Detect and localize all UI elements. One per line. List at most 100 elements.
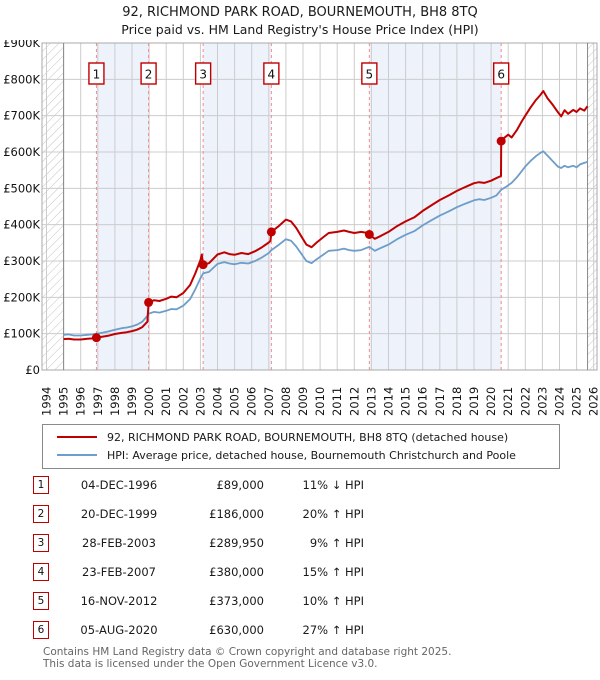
x-axis-label: 2005 bbox=[228, 387, 242, 416]
x-axis-label: 2009 bbox=[296, 387, 310, 416]
sale-vs-hpi: 20% ↑ HPI bbox=[302, 506, 364, 521]
legend-label-price: 92, RICHMOND PARK ROAD, BOURNEMOUTH, BH8… bbox=[107, 430, 509, 444]
sale-marker[interactable] bbox=[364, 229, 374, 239]
price-chart: 1 2 3 4 5 6 £900K £800K £700K £600K £500K £400K £300… bbox=[3, 40, 600, 416]
x-axis-label: 2010 bbox=[313, 387, 327, 416]
sale-row-number-box[interactable]: 1 bbox=[33, 475, 49, 494]
x-axis-label: 2015 bbox=[399, 387, 413, 416]
y-axis-label: £500K bbox=[3, 181, 40, 195]
sale-vs-hpi: 9% ↑ HPI bbox=[309, 535, 364, 550]
sale-vs-hpi: 10% ↑ HPI bbox=[302, 593, 364, 608]
sale-number-label: 2 bbox=[145, 68, 153, 82]
footer-line2: This data is licensed under the Open Gov… bbox=[43, 657, 378, 670]
sale-marker[interactable] bbox=[266, 227, 276, 237]
x-axis-label: 1996 bbox=[74, 387, 88, 416]
shaded-band bbox=[203, 43, 272, 370]
y-axis-label: £300K bbox=[3, 254, 40, 268]
y-axis-label: £700K bbox=[3, 109, 40, 123]
sale-row: 2 20-DEC-1999 £186,000 20% ↑ HPI bbox=[0, 499, 600, 528]
sale-date: 16-NOV-2012 bbox=[80, 593, 158, 608]
sale-number-box[interactable] bbox=[140, 62, 157, 85]
x-axis-label: 1998 bbox=[108, 387, 122, 416]
y-axis-label: £200K bbox=[3, 290, 40, 304]
x-axis-label: 1995 bbox=[57, 387, 71, 416]
legend-label-hpi: HPI: Average price, detached house, Bour… bbox=[107, 448, 516, 462]
y-axis-label: £400K bbox=[3, 218, 40, 232]
x-axis-label: 2019 bbox=[467, 387, 481, 416]
legend-row-hpi: HPI: Average price, detached house, Bour… bbox=[43, 446, 559, 464]
x-axis-label: 2018 bbox=[450, 387, 464, 416]
sale-number-box[interactable] bbox=[194, 62, 212, 85]
sale-number-box[interactable] bbox=[88, 62, 105, 85]
x-axis-label: 2012 bbox=[347, 387, 361, 416]
x-axis-label: 2003 bbox=[193, 387, 207, 416]
x-axis-label: 2021 bbox=[501, 387, 515, 416]
hatch-pre-data bbox=[42, 43, 64, 370]
sale-price: £289,950 bbox=[209, 535, 264, 550]
x-axis-label: 2025 bbox=[570, 387, 584, 416]
sale-row-number-box[interactable]: 3 bbox=[33, 533, 49, 552]
sale-number-label: 5 bbox=[366, 68, 374, 82]
sale-row: 4 23-FEB-2007 £380,000 15% ↑ HPI bbox=[0, 557, 600, 586]
chart-legend: 92, RICHMOND PARK ROAD, BOURNEMOUTH, BH8… bbox=[42, 424, 560, 469]
sale-date: 04-DEC-1996 bbox=[80, 477, 158, 492]
sale-marker[interactable] bbox=[144, 297, 154, 307]
sale-row-number-box[interactable]: 2 bbox=[33, 504, 49, 523]
sale-number-label: 3 bbox=[199, 68, 207, 82]
page-title: 92, RICHMOND PARK ROAD, BOURNEMOUTH, BH8… bbox=[122, 5, 478, 20]
sale-price: £380,000 bbox=[209, 564, 264, 579]
sale-date: 28-FEB-2003 bbox=[82, 535, 156, 550]
y-axis-label: £0 bbox=[25, 363, 40, 377]
sale-number-box[interactable] bbox=[263, 62, 280, 85]
x-axis-label: 2007 bbox=[262, 387, 276, 416]
sale-row-number-box[interactable]: 5 bbox=[33, 591, 49, 610]
sale-marker[interactable] bbox=[91, 333, 101, 343]
x-axis-label: 2020 bbox=[484, 387, 498, 416]
sale-number-label: 1 bbox=[93, 68, 101, 82]
y-axis-label: £600K bbox=[3, 145, 40, 159]
x-axis-label: 2014 bbox=[382, 387, 396, 416]
sale-row: 1 04-DEC-1996 £89,000 11% ↓ HPI bbox=[0, 470, 600, 499]
sale-number-label: 6 bbox=[497, 68, 505, 82]
x-axis-label: 2001 bbox=[159, 387, 173, 416]
y-axis-label: £100K bbox=[3, 327, 40, 341]
x-axis-label: 2004 bbox=[211, 387, 225, 416]
x-axis-label: 1999 bbox=[125, 387, 139, 416]
sale-date: 05-AUG-2020 bbox=[80, 622, 158, 637]
shaded-band bbox=[369, 43, 502, 370]
sale-vs-hpi: 27% ↑ HPI bbox=[302, 622, 364, 637]
x-axis-label: 2022 bbox=[518, 387, 532, 416]
plot-frame bbox=[41, 42, 598, 371]
x-axis-label: 2017 bbox=[433, 387, 447, 416]
y-axis-label: £800K bbox=[3, 72, 40, 86]
sale-row: 5 16-NOV-2012 £373,000 10% ↑ HPI bbox=[0, 586, 600, 615]
x-axis-label: 2023 bbox=[535, 387, 549, 416]
x-axis-label: 1997 bbox=[91, 387, 105, 416]
sale-vs-hpi: 15% ↑ HPI bbox=[302, 564, 364, 579]
sale-row-number-box[interactable]: 4 bbox=[33, 562, 49, 581]
hpi-line-swatch bbox=[57, 454, 97, 456]
sale-price: £186,000 bbox=[209, 506, 264, 521]
sale-marker[interactable] bbox=[198, 260, 208, 270]
sale-row: 3 28-FEB-2003 £289,950 9% ↑ HPI bbox=[0, 528, 600, 557]
chart-title-block: 92, RICHMOND PARK ROAD, BOURNEMOUTH, BH8… bbox=[0, 0, 600, 40]
x-axis-label: 2006 bbox=[245, 387, 259, 416]
x-axis-label: 2026 bbox=[587, 387, 600, 416]
x-axis-label: 2002 bbox=[176, 387, 190, 416]
sale-row-number-box[interactable]: 6 bbox=[33, 620, 49, 639]
x-axis-label: 2024 bbox=[553, 387, 567, 416]
sale-date: 20-DEC-1999 bbox=[80, 506, 158, 521]
y-axis-label: £900K bbox=[3, 40, 40, 50]
hatch-post-data bbox=[587, 43, 597, 370]
x-axis-label: 2000 bbox=[142, 387, 156, 416]
sale-number-label: 4 bbox=[268, 68, 276, 82]
page-subtitle: Price paid vs. HM Land Registry's House … bbox=[121, 22, 479, 37]
sale-number-box[interactable] bbox=[492, 62, 510, 85]
sale-marker[interactable] bbox=[496, 136, 506, 146]
sale-number-box[interactable] bbox=[361, 62, 378, 85]
sale-price: £373,000 bbox=[209, 593, 264, 608]
x-axis-label: 2011 bbox=[330, 387, 344, 416]
legend-row-price: 92, RICHMOND PARK ROAD, BOURNEMOUTH, BH8… bbox=[43, 428, 559, 446]
sale-vs-hpi: 11% ↓ HPI bbox=[302, 477, 364, 492]
shaded-band bbox=[96, 43, 149, 370]
